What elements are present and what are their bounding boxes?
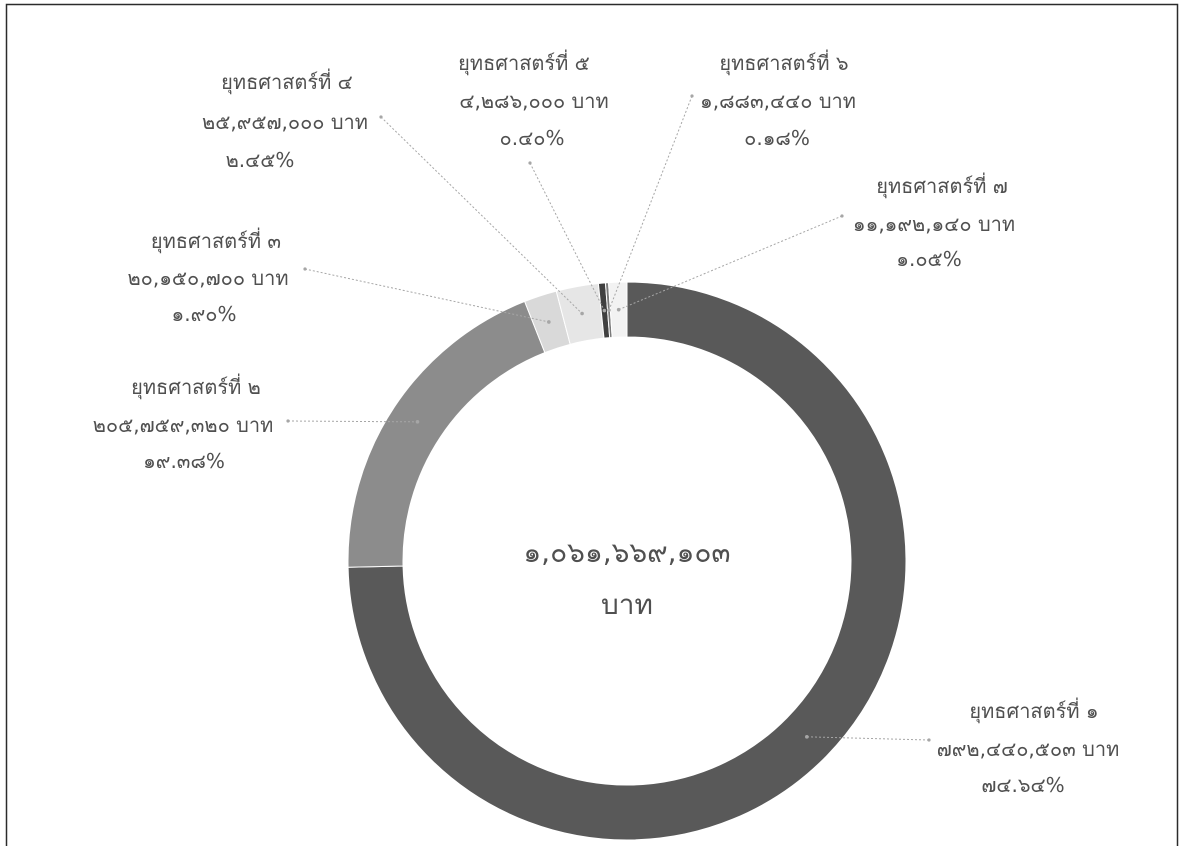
leader-slice-end-dot (602, 308, 607, 313)
leader-slice-end-dot (547, 320, 551, 324)
leader-line (287, 420, 418, 423)
leader-line (806, 736, 930, 741)
data-label-category: ยุทธศาสตร์ที่ ๖ (719, 49, 848, 76)
leader-line (608, 95, 693, 311)
leader-slice-end-dot (415, 420, 420, 424)
leader-label-end-dot (690, 94, 694, 98)
leader-line (529, 162, 605, 311)
data-label-value: ๒๕,๙๕๗,๐๐๐ บาท (202, 110, 368, 134)
donut-slice-1 (347, 281, 907, 841)
data-label-percent: ๑.๙๐% (172, 302, 237, 326)
data-label-category: ยุทธศาสตร์ที่ ๔ (221, 68, 353, 95)
leader-label-end-dot (303, 267, 307, 271)
data-label-value: ๑,๘๘๓,๔๔๐ บาท (700, 89, 856, 113)
data-label-strategy-2: ยุทธศาสตร์ที่ ๒ ๒๐๕,๗๕๙,๓๒๐ บาท ๑๙.๓๘% (93, 373, 420, 473)
data-label-value: ๒๐,๑๕๐,๗๐๐ บาท (127, 266, 288, 290)
leader-line (380, 116, 583, 314)
leader-label-end-dot (927, 738, 931, 742)
data-label-percent: ๗๔.๖๔% (981, 773, 1064, 797)
leader-label-end-dot (286, 419, 290, 423)
data-label-strategy-3: ยุทธศาสตร์ที่ ๓ ๒๐,๑๕๐,๗๐๐ บาท ๑.๙๐% (127, 227, 551, 326)
data-label-percent: ๐.๑๘% (744, 126, 810, 150)
data-label-strategy-5: ยุทธศาสตร์ที่ ๕ ๔,๒๘๖,๐๐๐ บาท ๐.๔๐% (458, 49, 609, 313)
leader-line (618, 215, 843, 311)
data-label-category: ยุทธศาสตร์ที่ ๑ (969, 697, 1098, 724)
data-label-category: ยุทธศาสตร์ที่ ๕ (458, 49, 590, 76)
leader-slice-end-dot (580, 311, 584, 316)
data-label-percent: ๑.๐๕% (896, 247, 961, 271)
data-label-value: ๒๐๕,๗๕๙,๓๒๐ บาท (93, 413, 274, 437)
data-label-percent: ๐.๔๐% (500, 126, 565, 150)
data-label-strategy-7: ยุทธศาสตร์ที่ ๗ ๑๑,๑๙๒,๑๔๐ บาท ๑.๐๕% (616, 172, 1015, 312)
data-label-value: ๗๙๒,๔๔๐,๕๐๓ บาท (937, 737, 1120, 761)
data-label-category: ยุทธศาสตร์ที่ ๗ (876, 172, 1008, 199)
leader-label-end-dot (840, 214, 844, 218)
center-total-unit: บาท (601, 588, 653, 621)
leader-slice-end-dot (805, 735, 809, 739)
center-total-value: ๑,๐๖๑,๖๖๙,๑๐๓ (523, 536, 730, 569)
data-label-strategy-4: ยุทธศาสตร์ที่ ๔ ๒๕,๙๕๗,๐๐๐ บาท ๒.๔๕% (202, 68, 584, 316)
leader-slice-end-dot (616, 307, 621, 312)
chart-border (5, 3, 1179, 846)
data-label-percent: ๒.๔๕% (226, 148, 295, 172)
center-label: ๑,๐๖๑,๖๖๙,๑๐๓ บาท (523, 536, 730, 621)
data-label-strategy-6: ยุทธศาสตร์ที่ ๖ ๑,๘๘๓,๔๔๐ บาท ๐.๑๘% (607, 49, 856, 312)
data-label-category: ยุทธศาสตร์ที่ ๓ (151, 227, 281, 254)
leader-label-end-dot (528, 161, 532, 165)
data-label-category: ยุทธศาสตร์ที่ ๒ (131, 373, 261, 400)
data-label-value: ๑๑,๑๙๒,๑๔๐ บาท (853, 212, 1015, 236)
leader-label-end-dot (379, 115, 383, 119)
donut-slice-2 (347, 300, 546, 568)
leader-line (304, 268, 549, 323)
leader-slice-end-dot (607, 308, 611, 312)
data-label-percent: ๑๙.๓๘% (143, 449, 225, 473)
data-label-value: ๔,๒๘๖,๐๐๐ บาท (459, 89, 608, 113)
data-label-strategy-1: ยุทธศาสตร์ที่ ๑ ๗๙๒,๔๔๐,๕๐๓ บาท ๗๔.๖๔% (805, 697, 1119, 797)
